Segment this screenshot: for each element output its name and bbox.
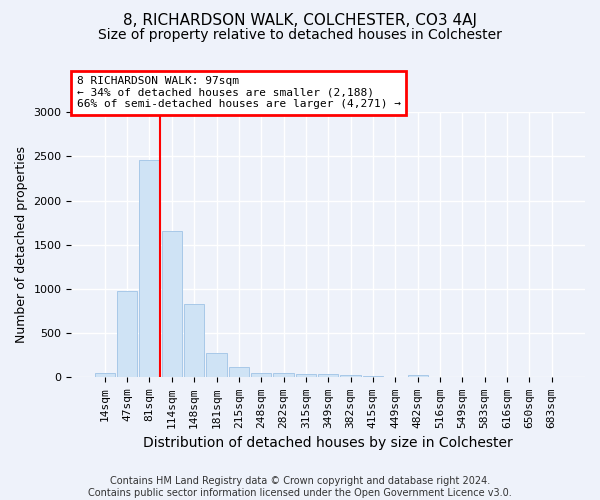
Text: Contains HM Land Registry data © Crown copyright and database right 2024.
Contai: Contains HM Land Registry data © Crown c… [88, 476, 512, 498]
X-axis label: Distribution of detached houses by size in Colchester: Distribution of detached houses by size … [143, 436, 513, 450]
Bar [184, 304, 204, 378]
Bar [407, 375, 428, 378]
Bar [274, 373, 293, 378]
Text: Size of property relative to detached houses in Colchester: Size of property relative to detached ho… [98, 28, 502, 42]
Bar [95, 372, 115, 378]
Bar [229, 368, 249, 378]
Y-axis label: Number of detached properties: Number of detached properties [15, 146, 28, 343]
Text: 8 RICHARDSON WALK: 97sqm
← 34% of detached houses are smaller (2,188)
66% of sem: 8 RICHARDSON WALK: 97sqm ← 34% of detach… [77, 76, 401, 110]
Bar [162, 232, 182, 378]
Bar [251, 372, 271, 378]
Bar [318, 374, 338, 378]
Bar [363, 376, 383, 378]
Bar [296, 374, 316, 378]
Bar [139, 160, 160, 378]
Bar [117, 290, 137, 378]
Bar [340, 375, 361, 378]
Bar [206, 353, 227, 378]
Text: 8, RICHARDSON WALK, COLCHESTER, CO3 4AJ: 8, RICHARDSON WALK, COLCHESTER, CO3 4AJ [123, 12, 477, 28]
